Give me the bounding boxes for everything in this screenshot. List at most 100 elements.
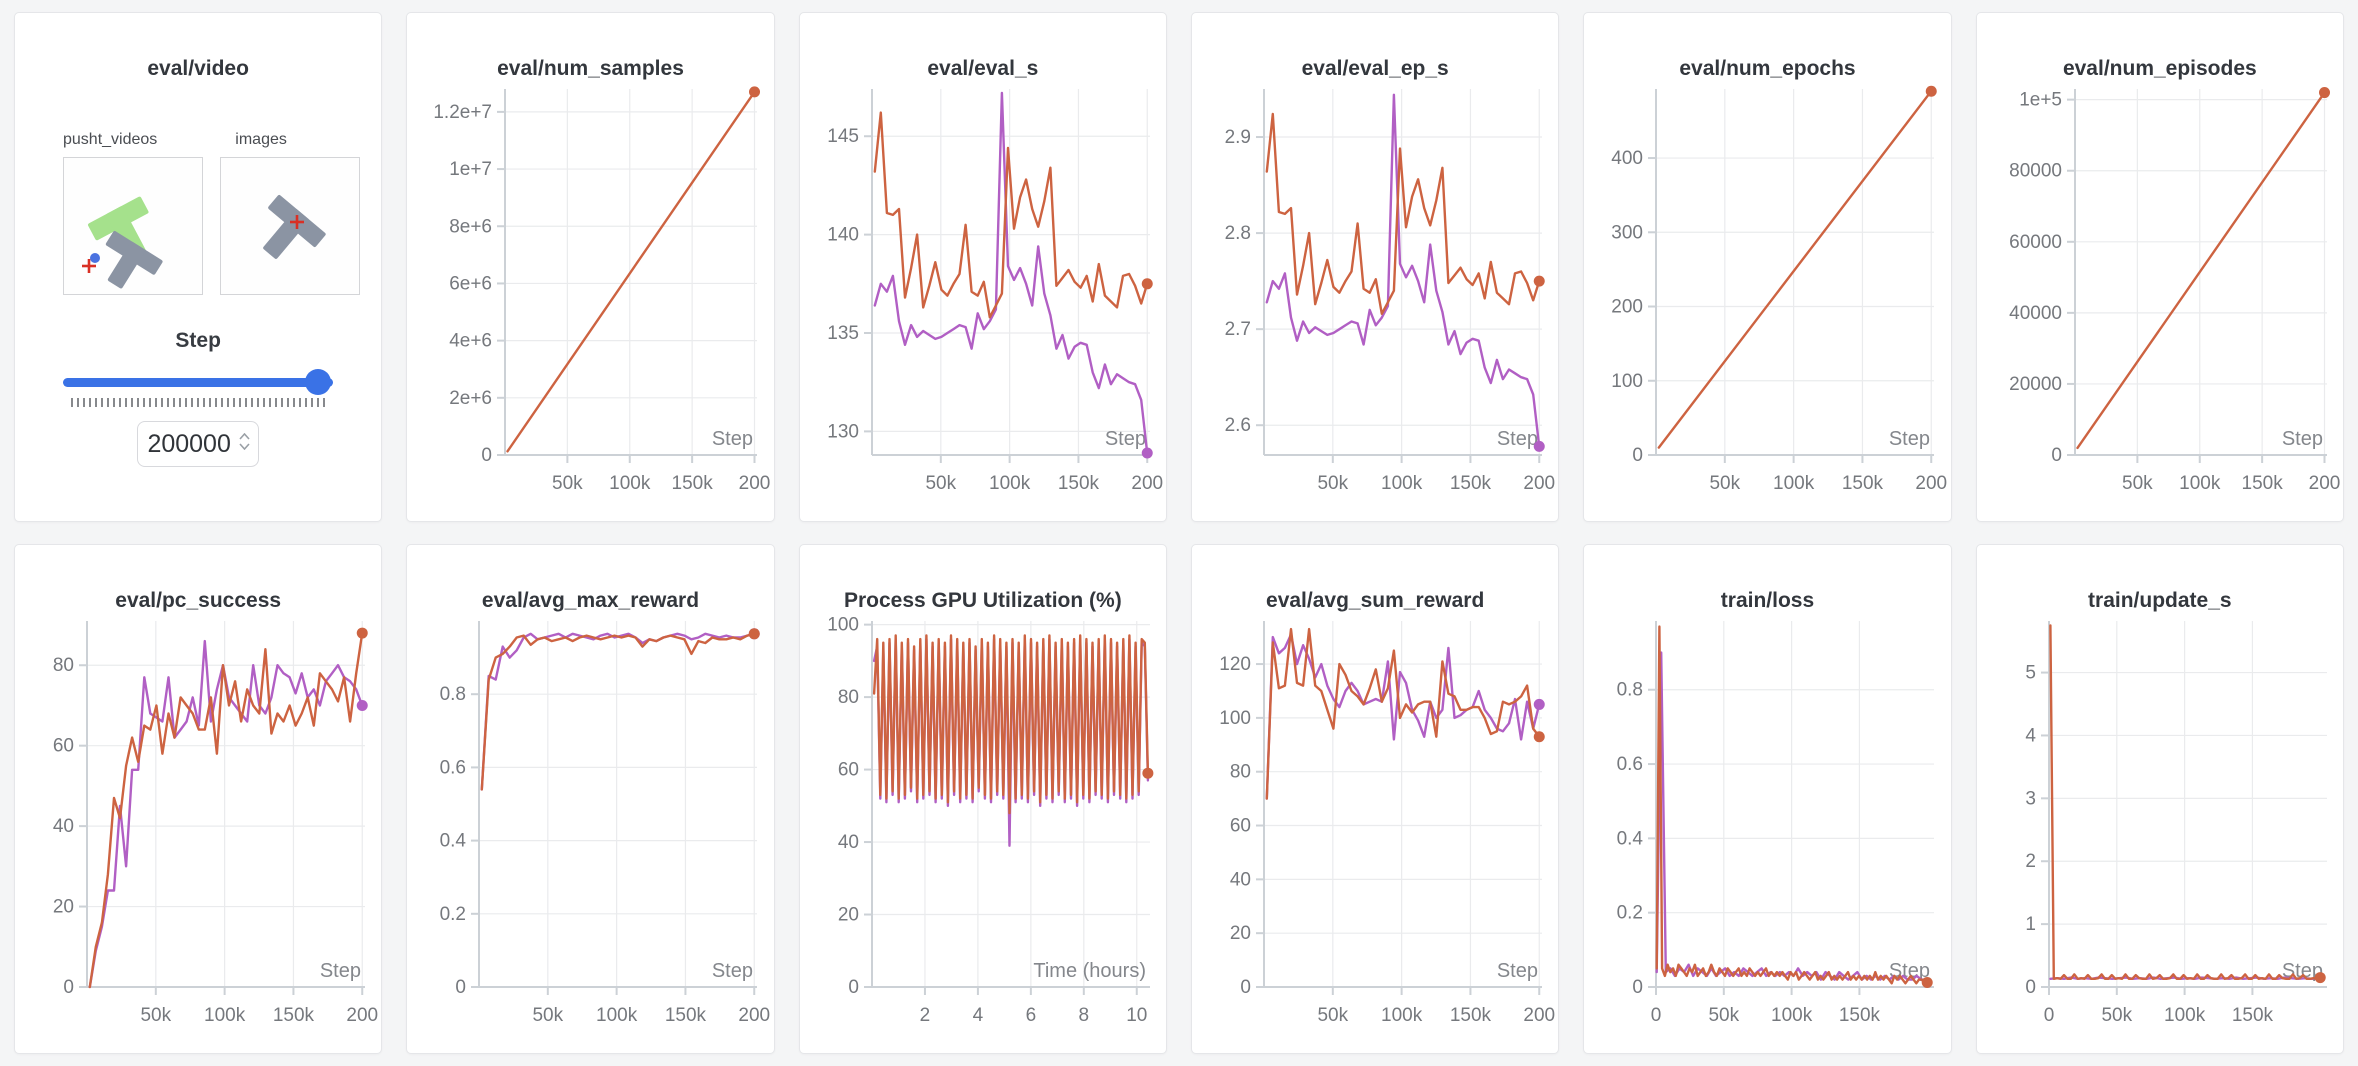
goal-cross-icon: [290, 215, 304, 229]
goal-cross-icon: [82, 259, 96, 273]
svg-text:Step: Step: [1889, 428, 1930, 450]
svg-text:150k: 150k: [1842, 473, 1884, 494]
svg-text:0: 0: [456, 977, 467, 998]
step-value-stepper: [137, 421, 260, 467]
svg-text:100k: 100k: [609, 473, 651, 494]
line-chart-num-episodes[interactable]: 0 20000 40000 60000 80000 1e+5 50k 100k 150k 200 S…: [1977, 83, 2344, 519]
line-chart-num-epochs[interactable]: 0 100 200 300 400 50k 100k 150k 200 Step: [1584, 83, 1951, 519]
line-chart-eval-s[interactable]: 130 135 140 145 50k 100k 150k 200 Step: [800, 83, 1167, 519]
svg-text:40: 40: [53, 816, 74, 837]
svg-text:150k: 150k: [1450, 1005, 1492, 1026]
slider-handle[interactable]: [305, 369, 332, 395]
svg-text:80: 80: [838, 687, 859, 708]
svg-text:50k: 50k: [2122, 473, 2153, 494]
panel-eval-num-episodes: eval/num_episodes 0 20000 40000 60000 80000 1…: [1975, 12, 2344, 522]
media-thumbnails: [63, 157, 381, 295]
svg-text:100k: 100k: [1381, 1005, 1423, 1026]
slider-track[interactable]: [63, 378, 334, 387]
svg-text:8: 8: [1078, 1005, 1089, 1026]
svg-text:60: 60: [838, 760, 859, 781]
svg-text:100: 100: [1612, 371, 1644, 392]
chevron-down-icon[interactable]: [239, 443, 250, 450]
svg-text:1.2e+7: 1.2e+7: [434, 102, 493, 123]
svg-text:0.4: 0.4: [1617, 828, 1644, 849]
svg-text:40000: 40000: [2009, 303, 2062, 324]
line-chart-avg-sum-reward[interactable]: 0 20 40 60 80 100 120 50k 100k 150k 200 Step: [1192, 615, 1559, 1051]
svg-text:Step: Step: [1497, 428, 1538, 450]
panel-title: eval/num_samples: [497, 57, 684, 80]
svg-text:100k: 100k: [1773, 473, 1815, 494]
pusht-video-thumbnail[interactable]: [63, 157, 203, 295]
svg-text:Step: Step: [320, 960, 361, 982]
pusht-scene-icon: [82, 196, 163, 289]
svg-text:80000: 80000: [2009, 161, 2062, 182]
svg-text:100k: 100k: [204, 1005, 246, 1026]
agent-dot-icon: [90, 253, 100, 263]
line-chart-eval-ep-s[interactable]: 2.6 2.7 2.8 2.9 50k 100k 150k 200 Step: [1192, 83, 1559, 519]
svg-text:0: 0: [2051, 445, 2062, 466]
svg-text:0.6: 0.6: [1617, 754, 1643, 775]
images-thumbnail[interactable]: [220, 157, 360, 295]
svg-text:200: 200: [1131, 473, 1163, 494]
line-chart-pc-success[interactable]: 0 20 40 60 80 50k 100k 150k 200 Step: [15, 615, 382, 1051]
line-chart-avg-max-reward[interactable]: 0 0.2 0.4 0.6 0.8 50k 100k 150k 200 Step: [407, 615, 774, 1051]
svg-text:5: 5: [2025, 663, 2036, 684]
svg-text:50k: 50k: [533, 1005, 564, 1026]
line-chart-gpu-utilization[interactable]: 0 20 40 60 80 100 2 4 6 8 10 Time (hours): [800, 615, 1167, 1051]
svg-text:50k: 50k: [1317, 473, 1348, 494]
media-labels: pusht_videos images: [63, 131, 381, 149]
svg-text:Time (hours): Time (hours): [1033, 960, 1146, 982]
svg-text:0: 0: [1651, 1005, 1662, 1026]
panel-title: eval/video: [147, 57, 249, 80]
panel-train-update-s: train/update_s 0 1 2 3 4 5 0 50k 100k 150k Step: [1975, 544, 2344, 1054]
svg-text:4: 4: [972, 1005, 983, 1026]
svg-text:20: 20: [53, 897, 74, 918]
svg-text:50k: 50k: [2101, 1005, 2132, 1026]
svg-text:50k: 50k: [925, 473, 956, 494]
svg-text:50k: 50k: [552, 473, 583, 494]
step-slider[interactable]: [63, 369, 334, 395]
svg-text:80: 80: [1230, 762, 1251, 783]
panel-eval-num-samples: eval/num_samples 0 2e+6 4e+6 6e+6 8e+6 1e+7 1.…: [406, 12, 775, 522]
svg-text:200: 200: [739, 1005, 771, 1026]
svg-text:0.8: 0.8: [440, 684, 466, 705]
svg-text:2: 2: [919, 1005, 930, 1026]
panel-title: eval/num_episodes: [2062, 57, 2257, 80]
svg-text:100k: 100k: [2179, 473, 2221, 494]
svg-text:200: 200: [346, 1005, 378, 1026]
svg-text:0: 0: [63, 977, 74, 998]
svg-text:120: 120: [1219, 654, 1251, 675]
svg-text:0: 0: [2025, 977, 2036, 998]
svg-text:Step: Step: [1497, 960, 1538, 982]
svg-text:400: 400: [1612, 148, 1644, 169]
svg-text:150k: 150k: [1057, 473, 1099, 494]
svg-text:2.8: 2.8: [1225, 223, 1251, 244]
panel-eval-avg-sum-reward: eval/avg_sum_reward 0 20 40 60 80 100 120 50k 10…: [1191, 544, 1560, 1054]
chevron-up-icon[interactable]: [239, 433, 250, 440]
svg-text:4e+6: 4e+6: [450, 331, 493, 352]
svg-text:200: 200: [739, 473, 771, 494]
svg-text:200: 200: [1916, 473, 1948, 494]
svg-text:2.6: 2.6: [1225, 415, 1251, 436]
svg-text:10: 10: [1126, 1005, 1147, 1026]
svg-text:2: 2: [2025, 851, 2036, 872]
svg-text:150k: 150k: [1450, 473, 1492, 494]
images-scene-icon: [263, 194, 326, 259]
svg-text:200: 200: [1523, 1005, 1555, 1026]
panel-title: Process GPU Utilization (%): [843, 589, 1122, 612]
svg-text:40: 40: [838, 832, 859, 853]
line-chart-num-samples[interactable]: 0 2e+6 4e+6 6e+6 8e+6 1e+7 1.2e+7 50k 100k 150k 20…: [407, 83, 774, 519]
svg-text:100k: 100k: [596, 1005, 638, 1026]
svg-text:0: 0: [848, 977, 859, 998]
panel-gpu-utilization: Process GPU Utilization (%) 0 20 40 60 80 100…: [798, 544, 1167, 1054]
svg-text:130: 130: [827, 421, 859, 442]
panel-eval-pc-success: eval/pc_success 0 20 40 60 80 50k 100k 150k 200 S…: [14, 544, 383, 1054]
svg-text:1: 1: [2025, 914, 2036, 935]
step-value-input[interactable]: [137, 421, 260, 467]
svg-text:0.8: 0.8: [1617, 680, 1643, 701]
stepper-arrows[interactable]: [239, 433, 250, 450]
panel-eval-eval-ep-s: eval/eval_ep_s 2.6 2.7 2.8 2.9 50k 100k 150k 20…: [1191, 12, 1560, 522]
svg-text:2e+6: 2e+6: [450, 388, 493, 409]
